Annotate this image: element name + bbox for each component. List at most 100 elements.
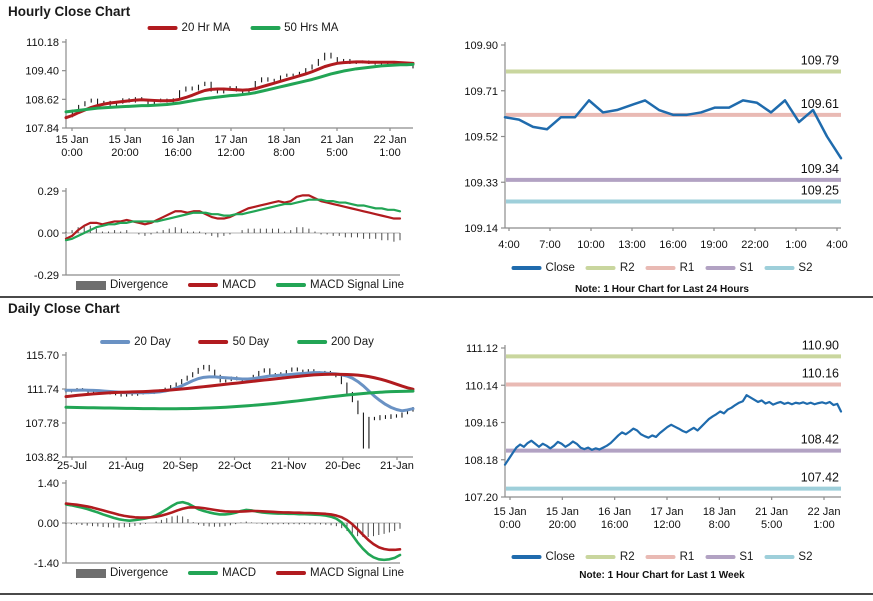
svg-text:12:00: 12:00 — [653, 519, 681, 531]
legend-label: S1 — [739, 551, 754, 563]
legend-label: 50 Hrs MA — [284, 22, 339, 34]
legend-item-divergence: Divergence — [75, 279, 169, 291]
weekly-pivot-legend: Close R2 R1 S1 S2 — [511, 551, 813, 563]
50-day-series — [64, 372, 415, 399]
legend-item-r1: R1 — [645, 262, 694, 274]
legend-label: MACD Signal Line — [310, 279, 405, 291]
svg-text:108.18: 108.18 — [464, 455, 498, 467]
svg-text:20:00: 20:00 — [111, 147, 139, 159]
svg-text:21 Jan: 21 Jan — [755, 506, 788, 518]
svg-text:15 Jan: 15 Jan — [493, 506, 526, 518]
s1-level-label: 108.42 — [801, 433, 839, 447]
svg-text:20:00: 20:00 — [549, 519, 577, 531]
legend-label: 50 Day — [232, 336, 270, 348]
legend-item-close: Close — [511, 262, 575, 274]
svg-text:115.70: 115.70 — [26, 350, 59, 362]
svg-text:-0.29: -0.29 — [34, 270, 59, 282]
hourly-section-title: Hourly Close Chart — [8, 4, 131, 19]
svg-text:109.16: 109.16 — [464, 418, 498, 430]
svg-text:0.29: 0.29 — [38, 186, 59, 198]
hourly-close-legend: 20 Hr MA 50 Hrs MA — [147, 22, 339, 34]
svg-text:13:00: 13:00 — [618, 239, 646, 251]
legend-item-r1: R1 — [645, 551, 694, 563]
legend-label: Divergence — [109, 567, 169, 579]
daily-macd-chart: 1.40 0.00 -1.40 — [34, 478, 402, 570]
svg-text:107.20: 107.20 — [464, 492, 498, 504]
s2-level-line: 109.25 — [506, 184, 841, 204]
legend-item-20-day: 20 Day — [100, 336, 171, 348]
svg-text:22:00: 22:00 — [741, 239, 769, 251]
macd-signal-line-series — [64, 502, 402, 552]
s2-swatch-icon — [764, 554, 795, 560]
legend-label: 20 Hr MA — [181, 22, 231, 34]
legend-item-close: Close — [511, 551, 575, 563]
svg-text:111.12: 111.12 — [466, 343, 498, 355]
svg-text:15 Jan: 15 Jan — [108, 134, 141, 146]
section-divider — [0, 296, 873, 298]
svg-text:22-Oct: 22-Oct — [218, 460, 251, 472]
legend-label: MACD Signal Line — [310, 567, 405, 579]
svg-text:1.40: 1.40 — [38, 478, 59, 490]
svg-text:25-Jul: 25-Jul — [57, 460, 87, 472]
bottom-divider — [0, 593, 873, 595]
macd-signal-line-swatch-icon — [276, 282, 307, 288]
close-swatch-icon — [511, 554, 542, 560]
legend-item-200-day: 200 Day — [297, 336, 374, 348]
svg-text:15 Jan: 15 Jan — [546, 506, 579, 518]
s2-level-line: 107.42 — [506, 471, 841, 491]
svg-text:111.74: 111.74 — [27, 384, 59, 396]
svg-text:17 Jan: 17 Jan — [214, 134, 247, 146]
legend-label: S2 — [798, 551, 813, 563]
svg-text:18 Jan: 18 Jan — [267, 134, 300, 146]
svg-text:15 Jan: 15 Jan — [55, 134, 88, 146]
legend-label: MACD — [222, 567, 257, 579]
svg-text:109.14: 109.14 — [464, 223, 498, 235]
hourly-macd-legend: Divergence MACD MACD Signal Line — [75, 279, 405, 291]
s1-swatch-icon — [705, 554, 736, 560]
200-day-swatch-icon — [297, 339, 328, 345]
svg-text:7:00: 7:00 — [539, 239, 560, 251]
r2-level-line: 110.90 — [506, 338, 841, 359]
legend-item-macd: MACD — [188, 279, 256, 291]
legend-label: R2 — [619, 551, 635, 563]
daily-macd-legend: Divergence MACD MACD Signal Line — [75, 567, 405, 579]
daily-close-legend: 20 Day 50 Day 200 Day — [100, 336, 374, 348]
legend-item-20-hr-ma: 20 Hr MA — [147, 22, 231, 34]
r1-level-line: 109.61 — [506, 97, 841, 117]
svg-text:107.84: 107.84 — [25, 123, 59, 135]
svg-text:21-Nov: 21-Nov — [271, 460, 307, 472]
svg-text:109.40: 109.40 — [25, 66, 59, 78]
svg-text:5:00: 5:00 — [326, 147, 347, 159]
hourly-macd-chart: 0.29 0.00 -0.29 — [34, 186, 402, 282]
200-day-series — [64, 389, 415, 411]
svg-text:16:00: 16:00 — [659, 239, 687, 251]
svg-text:109.90: 109.90 — [464, 40, 498, 52]
legend-label: Divergence — [109, 279, 169, 291]
svg-text:17 Jan: 17 Jan — [650, 506, 683, 518]
legend-item-macd: MACD — [188, 567, 256, 579]
legend-item-s1: S1 — [705, 262, 753, 274]
macd-signal-line-series — [64, 198, 402, 242]
s2-swatch-icon — [764, 265, 795, 271]
legend-item-50-day: 50 Day — [198, 336, 270, 348]
svg-text:10:00: 10:00 — [577, 239, 605, 251]
r1-swatch-icon — [645, 265, 676, 271]
macd-series — [64, 500, 402, 562]
svg-text:16:00: 16:00 — [164, 147, 192, 159]
r1-swatch-icon — [645, 554, 676, 560]
hourly-pivot-legend: Close R2 R1 S1 S2 — [511, 262, 812, 274]
legend-label: Close — [545, 262, 575, 274]
svg-text:21 Jan: 21 Jan — [320, 134, 353, 146]
legend-item-s1: S1 — [705, 551, 753, 563]
legend-item-s2: S2 — [764, 262, 812, 274]
s2-level-label: 109.25 — [801, 184, 839, 198]
hourly-pivot-chart: 109.90 109.71 109.52 109.33 109.14 109.79 109.… — [464, 40, 847, 251]
macd-swatch-icon — [188, 282, 219, 288]
20-day-swatch-icon — [100, 339, 131, 345]
svg-text:109.71: 109.71 — [464, 86, 498, 98]
svg-text:21-Jan: 21-Jan — [380, 460, 414, 472]
legend-label: S1 — [739, 262, 754, 274]
svg-text:108.62: 108.62 — [25, 94, 59, 106]
